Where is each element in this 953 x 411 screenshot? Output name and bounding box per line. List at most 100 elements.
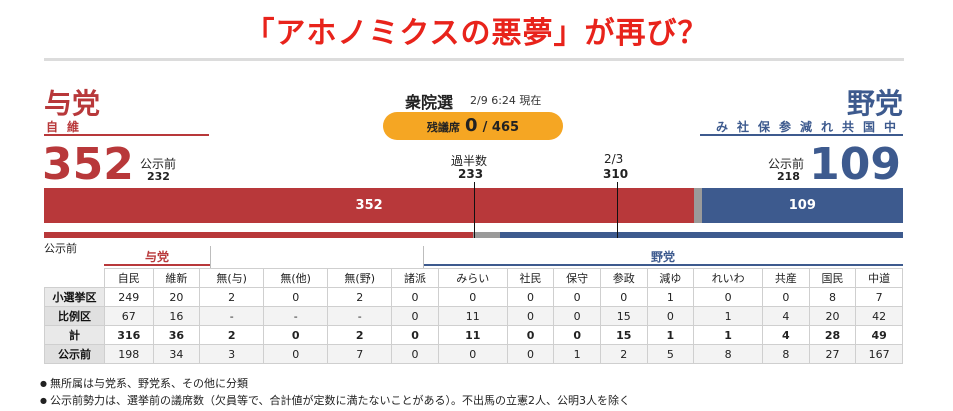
pre-bar-opposition bbox=[500, 232, 903, 238]
opposition-pre-label: 公示前 bbox=[768, 157, 805, 171]
twothirds-value: 310 bbox=[603, 167, 629, 181]
table-group-ruling: 与党 bbox=[144, 250, 169, 264]
table-cell: 20 bbox=[152, 287, 201, 307]
table-cell: 0 bbox=[506, 325, 555, 345]
table-cell: 1 bbox=[693, 306, 764, 326]
column-header: 無(他) bbox=[263, 268, 329, 288]
note-item: ● 公示前勢力は、選挙前の議席数（欠員等で、合計値が定数に満たないことがある）。不… bbox=[40, 394, 631, 407]
table-cell: 0 bbox=[646, 306, 695, 326]
remaining-label: 残議席 bbox=[426, 121, 460, 134]
table-cell: 16 bbox=[152, 306, 201, 326]
remaining-value: 0 bbox=[465, 115, 478, 136]
timestamp: 2/9 6:24 現在 bbox=[470, 94, 542, 107]
table-cell: 8 bbox=[762, 344, 810, 364]
table-cell: 0 bbox=[553, 287, 601, 307]
group-separator bbox=[210, 246, 211, 268]
table-cell: - bbox=[199, 306, 265, 326]
row-label: 公示前 bbox=[44, 344, 105, 364]
table-cell: 1 bbox=[553, 344, 601, 364]
table-cell: 2 bbox=[599, 344, 648, 364]
table-cell: 11 bbox=[437, 306, 508, 326]
table-cell: 8 bbox=[808, 287, 857, 307]
table-cell: 8 bbox=[693, 344, 764, 364]
column-header: みらい bbox=[437, 268, 508, 288]
table-cell: 2 bbox=[327, 325, 393, 345]
seat-bar: 352 109 bbox=[44, 188, 903, 223]
note-text: 公示前勢力は、選挙前の議席数（欠員等で、合計値が定数に満たないことがある）。不出… bbox=[49, 394, 631, 407]
notes: ● 無所属は与党系、野党系、その他に分類 ● 公示前勢力は、選挙前の議席数（欠員等で… bbox=[40, 375, 630, 409]
majority-value: 233 bbox=[458, 167, 484, 181]
note-item: ● 無所属は与党系、野党系、その他に分類 bbox=[40, 377, 248, 390]
table-cell: 5 bbox=[646, 344, 695, 364]
table-cell: 67 bbox=[104, 306, 154, 326]
row-label: 小選挙区 bbox=[44, 287, 105, 307]
table-row: 計 316 36 2 0 2 0 11 0 0 15 1 1 4 28 49 bbox=[44, 325, 903, 345]
column-header: 社民 bbox=[506, 268, 555, 288]
column-header: 減ゆ bbox=[646, 268, 695, 288]
table-row: 小選挙区 249 20 2 0 2 0 0 0 0 0 1 0 0 8 7 bbox=[44, 287, 903, 307]
table-cell: 0 bbox=[437, 287, 508, 307]
column-header: 維新 bbox=[152, 268, 201, 288]
pre-bar-other bbox=[472, 232, 501, 238]
twothirds-label: 2/3 bbox=[604, 152, 624, 166]
table-cell: 0 bbox=[553, 306, 601, 326]
table-cell: 34 bbox=[152, 344, 201, 364]
column-header: れいわ bbox=[693, 268, 764, 288]
table-cell: 2 bbox=[327, 287, 393, 307]
table-cell: 15 bbox=[599, 325, 648, 345]
column-header: 諸派 bbox=[391, 268, 439, 288]
table-cell: 0 bbox=[263, 287, 329, 307]
headline: 「アホノミクスの悪夢」が再び？ bbox=[244, 16, 709, 51]
table-cell: 28 bbox=[808, 325, 857, 345]
table-cell: 0 bbox=[263, 344, 329, 364]
table-cell: 0 bbox=[391, 344, 439, 364]
table-cell: 4 bbox=[762, 306, 810, 326]
column-header: 無(与) bbox=[199, 268, 265, 288]
table-cell: 42 bbox=[855, 306, 903, 326]
ruling-pre-value: 232 bbox=[147, 170, 170, 183]
majority-label: 過半数 bbox=[451, 154, 488, 168]
opposition-pre-value: 218 bbox=[777, 170, 800, 183]
row-label: 比例区 bbox=[44, 306, 105, 326]
column-header: 国民 bbox=[808, 268, 857, 288]
table-row: 公示前 198 34 3 0 7 0 0 0 1 2 5 8 8 27 167 bbox=[44, 344, 903, 364]
table-header-row: 自民 維新 無(与) 無(他) 無(野) 諸派 みらい 社民 保守 参政 減ゆ れいわ 共産 国民 中道 bbox=[44, 268, 903, 288]
opposition-underline bbox=[700, 134, 903, 136]
table-group-opposition-line bbox=[423, 264, 903, 266]
pre-election-bar bbox=[44, 232, 903, 238]
ruling-seat-count: 352 bbox=[42, 139, 134, 190]
column-header: 参政 bbox=[599, 268, 648, 288]
column-header: 保守 bbox=[553, 268, 601, 288]
table-row: 比例区 67 16- - -0 11 0 0 15 0 1 4 20 42 bbox=[44, 306, 903, 326]
table-cell: 0 bbox=[553, 325, 601, 345]
column-header: 共産 bbox=[762, 268, 810, 288]
table-cell: 27 bbox=[808, 344, 857, 364]
table-cell: 49 bbox=[855, 325, 903, 345]
column-header: 中道 bbox=[855, 268, 903, 288]
group-separator bbox=[423, 246, 424, 268]
table-cell: 11 bbox=[437, 325, 508, 345]
results-table: 自民 維新 無(与) 無(他) 無(野) 諸派 みらい 社民 保守 参政 減ゆ れいわ 共産 国民 中道 小… bbox=[44, 268, 903, 364]
election-title: 衆院選 bbox=[405, 93, 454, 112]
twothirds-marker bbox=[616, 182, 618, 238]
table-cell: 7 bbox=[855, 287, 903, 307]
table-cell: 2 bbox=[199, 287, 265, 307]
divider bbox=[44, 58, 904, 61]
opposition-parties: み社保参減れ共国中 bbox=[715, 120, 905, 134]
table-cell: 0 bbox=[391, 325, 439, 345]
table-cell: 198 bbox=[104, 344, 154, 364]
table-cell: 1 bbox=[646, 325, 695, 345]
table-cell: 0 bbox=[599, 287, 648, 307]
ruling-title: 与党 bbox=[44, 87, 101, 120]
table-cell: 167 bbox=[855, 344, 903, 364]
table-cell: 7 bbox=[327, 344, 393, 364]
pre-bar-label: 公示前 bbox=[44, 242, 77, 255]
table-cell: 1 bbox=[646, 287, 695, 307]
table-cell: 2 bbox=[199, 325, 265, 345]
remaining-total: / 465 bbox=[482, 120, 520, 135]
column-header: 無(野) bbox=[327, 268, 393, 288]
remaining-seats-badge: 残議席 0 / 465 bbox=[383, 112, 563, 140]
table-cell: 0 bbox=[693, 287, 764, 307]
table-group-opposition: 野党 bbox=[650, 250, 675, 264]
row-label: 計 bbox=[44, 325, 105, 345]
